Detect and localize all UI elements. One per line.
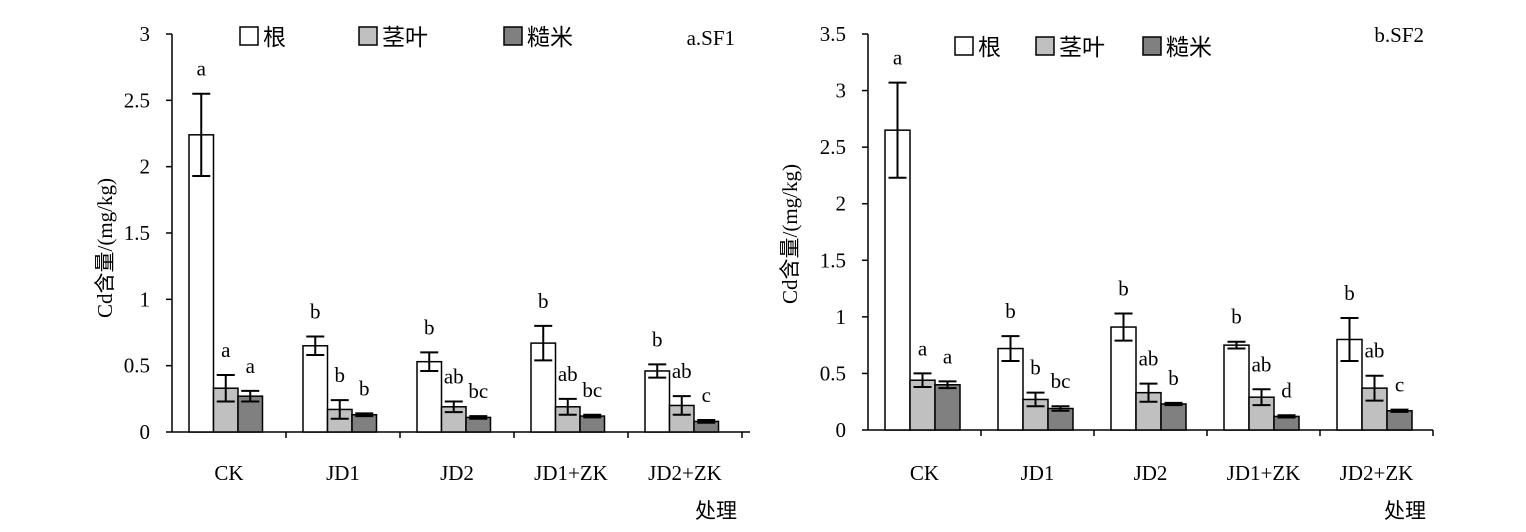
bar-brown-rice: [579, 415, 606, 433]
y-axis-title: Cd含量/(mg/kg): [93, 178, 117, 318]
significance-label: b: [359, 376, 370, 400]
bar-stem-leaf: [668, 404, 695, 433]
significance-label: ab: [444, 364, 464, 388]
significance-label: a: [197, 57, 207, 81]
significance-label: a: [918, 336, 928, 360]
significance-label: ab: [558, 362, 578, 386]
x-tick-label: CK: [214, 461, 243, 485]
legend-label-brown-rice: 糙米: [527, 25, 573, 50]
bar-root: [644, 370, 671, 433]
bar-root: [884, 129, 911, 431]
significance-label: b: [335, 363, 346, 387]
significance-label: b: [310, 299, 321, 323]
x-tick-label: JD1: [1021, 461, 1055, 485]
significance-label: ab: [1365, 339, 1385, 363]
legend-label-brown-rice: 糙米: [1166, 35, 1212, 60]
significance-label: ab: [1139, 347, 1159, 371]
significance-label: bc: [582, 378, 602, 402]
legend-swatch-root: [954, 36, 974, 56]
y-tick-label: 3: [836, 79, 847, 103]
x-tick-label: JD1+ZK: [534, 461, 608, 485]
legend-swatch-brown-rice: [503, 26, 523, 46]
bar-root: [188, 134, 215, 433]
legend-swatch-root: [239, 26, 259, 46]
significance-label: d: [1281, 378, 1292, 402]
legend-label-stem-leaf: 茎叶: [1059, 35, 1105, 60]
significance-label: b: [1005, 299, 1016, 323]
y-tick-label: 2.5: [820, 135, 846, 159]
bar-root: [416, 360, 443, 433]
significance-label: b: [1231, 305, 1242, 329]
legend-swatch-stem-leaf: [1035, 36, 1055, 56]
legend: 根 茎叶 糙米: [954, 35, 1212, 60]
y-axis-title: Cd含量/(mg/kg): [778, 164, 802, 304]
bar-root: [302, 345, 329, 433]
significance-label: ab: [672, 359, 692, 383]
y-tick-label: 2: [836, 192, 847, 216]
bar-root: [1110, 326, 1137, 431]
significance-label: ab: [1252, 352, 1272, 376]
y-tick-label: 0.5: [124, 354, 150, 378]
y-tick-label: 2.5: [124, 88, 150, 112]
chart-panel-sf1: a.SF1 Cd含量/(mg/kg) 处理 根 茎叶 糙米 0 0.5 1 1.5 2 2…: [93, 22, 750, 523]
significance-label: a: [221, 338, 231, 362]
y-tick-label: 1: [836, 305, 847, 329]
significance-label: b: [538, 289, 549, 313]
legend-swatch-brown-rice: [1142, 36, 1162, 56]
y-tick-label: 3: [140, 22, 151, 46]
legend-label-stem-leaf: 茎叶: [382, 25, 428, 50]
y-tick-label: 0: [836, 418, 847, 442]
y-tick-label: 3.5: [820, 22, 846, 46]
x-tick-label: JD1+ZK: [1227, 461, 1301, 485]
bar-root: [997, 347, 1024, 431]
significance-label: a: [943, 344, 953, 368]
significance-label: bc: [468, 379, 488, 403]
bar-brown-rice: [1160, 403, 1187, 431]
significance-label: b: [1168, 366, 1179, 390]
legend-swatch-stem-leaf: [358, 26, 378, 46]
x-tick-label: JD2: [440, 461, 474, 485]
x-tick-label: JD2: [1134, 461, 1168, 485]
x-axis-title: 处理: [1384, 499, 1426, 523]
y-tick-label: 0.5: [820, 361, 846, 385]
y-tick-label: 1: [140, 287, 151, 311]
significance-label: c: [702, 383, 711, 407]
panel-title: a.SF1: [687, 26, 735, 50]
bar-root: [1223, 344, 1250, 431]
bar-brown-rice: [351, 414, 378, 433]
x-tick-label: CK: [910, 461, 939, 485]
chart-panel-sf2: b.SF2 Cd含量/(mg/kg) 处理 根 茎叶 糙米 0 0.5 1 1.5 2 2…: [778, 22, 1434, 523]
bar-brown-rice: [934, 383, 961, 431]
significance-label: b: [652, 327, 663, 351]
y-tick-label: 1.5: [820, 248, 846, 272]
panel-title: b.SF2: [1374, 23, 1424, 47]
x-tick-label: JD2+ZK: [648, 461, 722, 485]
bar-stem-leaf: [1361, 387, 1388, 431]
significance-label: b: [1344, 281, 1355, 305]
significance-label: a: [893, 46, 903, 70]
significance-label: a: [246, 354, 256, 378]
significance-label: b: [1030, 356, 1041, 380]
y-tick-label: 1.5: [124, 221, 150, 245]
x-axis-title: 处理: [695, 499, 737, 523]
x-tick-label: JD2+ZK: [1340, 461, 1414, 485]
legend-label-root: 根: [978, 35, 1001, 60]
legend: 根 茎叶 糙米: [239, 25, 573, 50]
significance-label: b: [1118, 276, 1129, 300]
significance-label: bc: [1051, 369, 1071, 393]
x-tick-label: JD1: [326, 461, 360, 485]
y-tick-label: 0: [140, 420, 151, 444]
significance-label: b: [424, 315, 435, 339]
bar-brown-rice: [1386, 410, 1413, 431]
legend-label-root: 根: [263, 25, 286, 50]
significance-label: c: [1395, 373, 1404, 397]
y-tick-label: 2: [140, 155, 151, 179]
